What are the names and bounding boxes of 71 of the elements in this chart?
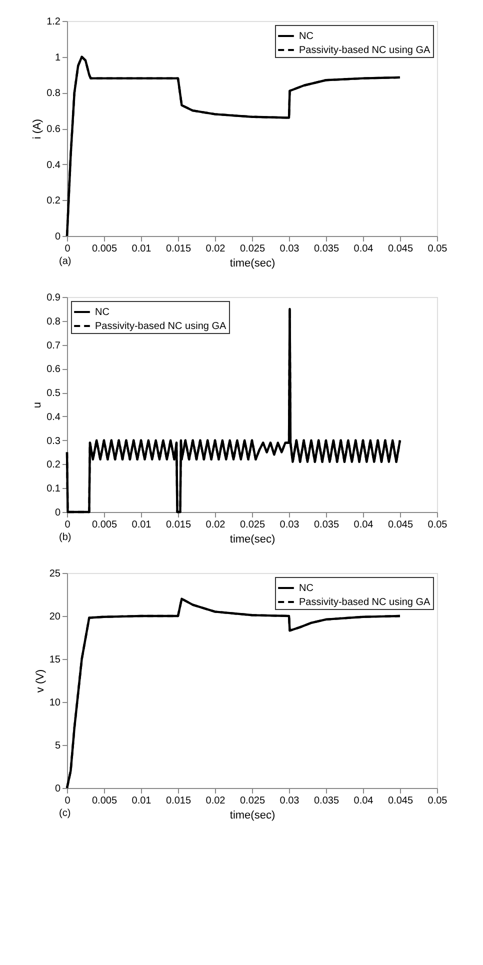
x-tick-label: 0.035	[314, 244, 340, 254]
x-tick-label: 0	[64, 796, 71, 806]
y-axis-title: v (V)	[34, 669, 46, 693]
x-tick-label: 0.005	[92, 796, 118, 806]
x-tick-label: 0.025	[240, 244, 266, 254]
x-tick-label: 0.03	[280, 244, 300, 254]
y-axis-title: u	[32, 402, 44, 408]
y-tick-label: 15	[49, 654, 61, 666]
x-axis-title: time(sec)	[230, 810, 276, 822]
y-tick-label: 0.8	[46, 88, 61, 100]
y-tick-label: 0.6	[46, 364, 61, 376]
x-tick-label: 0.005	[92, 520, 118, 530]
x-tick-label: 0.045	[388, 796, 414, 806]
y-tick-label: 20	[49, 612, 61, 622]
x-tick-label: 0.02	[206, 244, 226, 254]
y-tick-label: 0.6	[46, 124, 61, 135]
legend-label: Passivity-based NC using GA	[95, 321, 226, 332]
legend-label: NC	[299, 31, 314, 42]
x-axis-title: time(sec)	[230, 258, 276, 270]
x-tick-label: 0.03	[280, 520, 300, 530]
y-tick-label: 0.9	[46, 292, 61, 304]
x-tick-label: 0.01	[132, 796, 152, 806]
legend-label: Passivity-based NC using GA	[299, 45, 430, 56]
y-tick-label: 1.2	[46, 16, 61, 28]
y-tick-label: 0.1	[46, 484, 61, 495]
legend-label: NC	[299, 583, 314, 594]
y-tick-label: 25	[49, 568, 61, 580]
x-tick-label: 0.01	[132, 244, 152, 254]
x-tick-label: 0.025	[240, 796, 266, 806]
text: (c)	[59, 808, 71, 819]
y-tick-label: 0.8	[46, 316, 61, 328]
text: (b)	[59, 532, 72, 543]
y-tick-label: 0	[54, 508, 61, 518]
x-tick-label: 0.02	[206, 520, 226, 530]
x-tick-label: 0.015	[166, 520, 192, 530]
y-tick-label: 0.5	[46, 388, 61, 400]
y-tick-label: 0.2	[46, 196, 61, 207]
x-tick-label: 0.03	[280, 796, 300, 806]
y-tick-label: 10	[49, 698, 61, 708]
x-tick-label: 0.04	[354, 244, 374, 254]
y-tick-label: 0.3	[46, 436, 61, 447]
x-tick-label: 0.035	[314, 796, 340, 806]
x-tick-label: 0.005	[92, 244, 118, 254]
x-tick-label: 0	[64, 244, 71, 254]
x-tick-label: 0.015	[166, 244, 192, 254]
x-tick-label: 0.01	[132, 520, 152, 530]
legend-label: Passivity-based NC using GA	[299, 597, 430, 608]
y-tick-label: 0	[54, 232, 61, 242]
y-tick-label: 0.4	[46, 160, 61, 171]
x-tick-label: 0.05	[428, 796, 448, 806]
x-axis-title: time(sec)	[230, 534, 276, 546]
y-tick-label: 0.4	[46, 412, 61, 423]
y-tick-label: 5	[54, 740, 61, 752]
x-tick-label: 0.04	[354, 520, 374, 530]
x-tick-label: 0.015	[166, 796, 192, 806]
x-tick-label: 0.035	[314, 520, 340, 530]
x-tick-label: 0.04	[354, 796, 374, 806]
y-axis-title: i (A)	[32, 118, 44, 140]
legend-label: NC	[95, 307, 110, 318]
x-tick-label: 0.05	[428, 520, 448, 530]
x-tick-label: 0.045	[388, 244, 414, 254]
x-tick-label: 0.045	[388, 520, 414, 530]
x-tick-label: 0.05	[428, 244, 448, 254]
text: (a)	[59, 256, 72, 267]
y-tick-label: 0.7	[46, 340, 61, 352]
y-tick-label: 1	[54, 52, 61, 64]
y-tick-label: 0	[54, 784, 61, 794]
x-tick-label: 0.02	[206, 796, 226, 806]
y-tick-label: 0.2	[46, 460, 61, 471]
x-tick-label: 0	[64, 520, 71, 530]
x-tick-label: 0.025	[240, 520, 266, 530]
